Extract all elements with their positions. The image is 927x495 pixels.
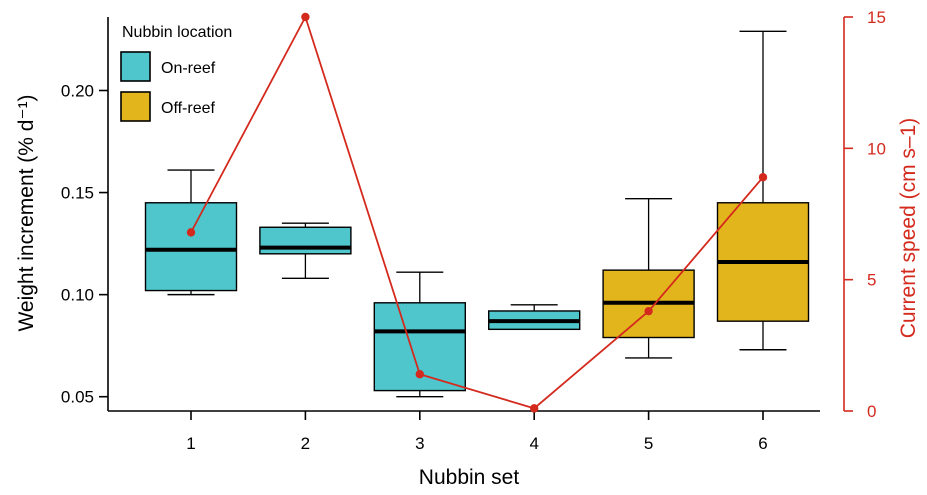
y-left-tick-label: 0.15 — [61, 184, 94, 203]
box-iqr — [259, 226, 352, 255]
current-speed-point — [758, 173, 768, 182]
x-tick-label: 4 — [529, 434, 538, 453]
y-right-tick-label: 0 — [867, 402, 876, 421]
x-tick-label: 5 — [644, 434, 653, 453]
current-speed-point — [530, 404, 539, 413]
y-right-tick-label: 10 — [867, 139, 886, 158]
legend-label-off-reef: Off-reef — [161, 100, 216, 117]
legend-title: Nubbin location — [122, 24, 232, 41]
y-left-tick-label: 0.05 — [61, 388, 94, 407]
current-speed-point — [415, 370, 424, 379]
legend: Nubbin location On-reef Off-reef — [120, 24, 232, 122]
box-set-5 — [602, 197, 695, 359]
box-set-4 — [488, 304, 581, 413]
box-set-1 — [144, 169, 238, 296]
y-left-tick-label: 0.10 — [61, 286, 94, 305]
y-left-axis-title: Weight increment (% d⁻¹) — [15, 94, 38, 331]
plot-area: 0.05 0.10 0.15 0.20 1 2 3 4 5 6 0 5 10 15 — [61, 8, 886, 453]
x-tick-label: 2 — [301, 434, 310, 453]
current-speed-point — [301, 12, 310, 22]
y-left-tick-label: 0.20 — [61, 81, 94, 100]
x-tick-label: 1 — [186, 434, 195, 453]
x-tick-label: 3 — [415, 434, 424, 453]
x-axis-title: Nubbin set — [419, 466, 520, 489]
x-tick-label: 6 — [758, 434, 767, 453]
legend-swatch-on-reef — [120, 51, 151, 82]
box-set-2 — [259, 222, 352, 280]
current-speed-point — [644, 306, 653, 316]
current-speed-line — [190, 14, 764, 410]
y-right-tick-label: 5 — [867, 271, 876, 290]
legend-label-on-reef: On-reef — [161, 60, 216, 77]
box-set-6 — [716, 30, 810, 351]
box-iqr — [144, 202, 238, 292]
y-right-axis-title: Current speed (cm s–1) — [897, 118, 920, 339]
y-right-tick-label: 15 — [867, 8, 886, 27]
legend-swatch-off-reef — [120, 91, 151, 122]
current-speed-point — [186, 228, 196, 237]
